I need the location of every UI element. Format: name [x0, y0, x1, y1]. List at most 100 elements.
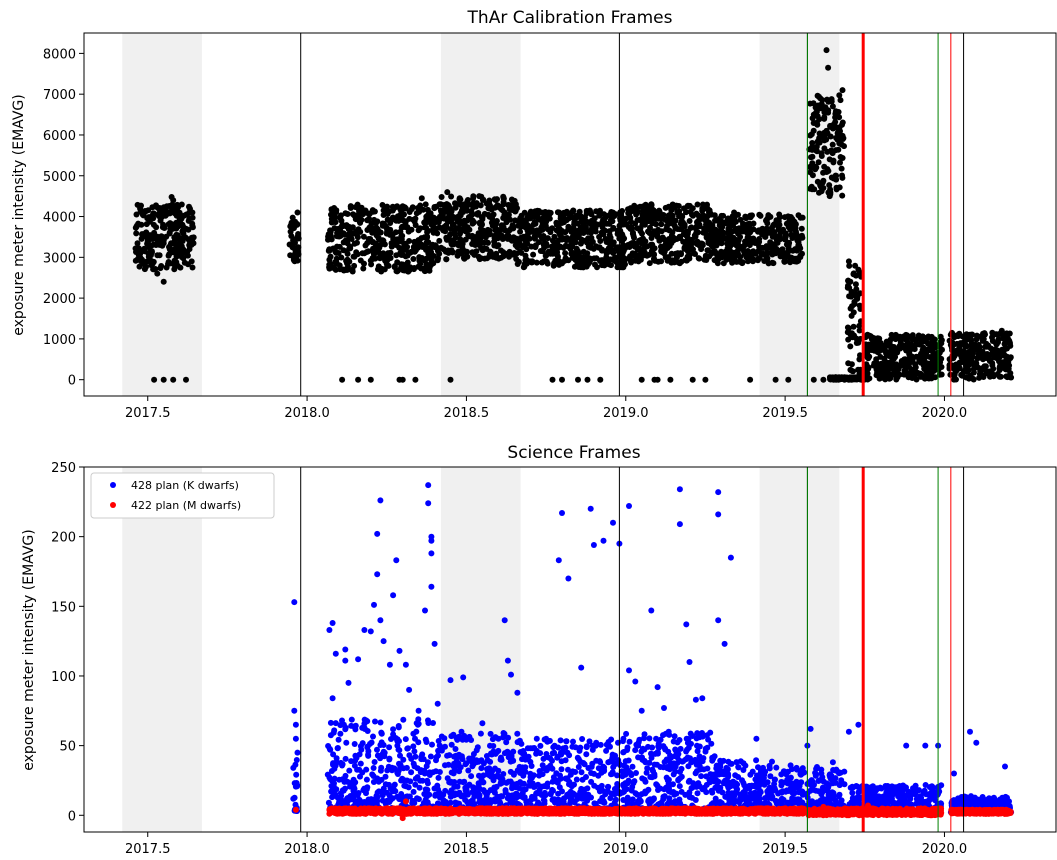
data-point — [435, 255, 442, 262]
data-point — [683, 735, 690, 742]
data-point — [916, 357, 923, 364]
data-point — [849, 303, 855, 310]
data-point — [829, 150, 836, 157]
data-point — [136, 263, 143, 270]
data-point — [648, 235, 655, 241]
data-point — [456, 778, 463, 785]
data-point — [578, 769, 585, 776]
data-point — [464, 217, 471, 224]
data-point — [795, 212, 802, 219]
data-point — [671, 733, 678, 740]
data-point — [605, 743, 612, 750]
data-point — [140, 261, 147, 267]
data-point — [489, 736, 496, 743]
data-point — [152, 203, 159, 210]
data-point — [549, 765, 556, 772]
data-point — [727, 249, 734, 256]
data-point — [469, 241, 476, 247]
data-point — [651, 228, 658, 235]
data-point — [544, 783, 551, 790]
data-point — [163, 203, 170, 210]
data-point — [408, 206, 415, 213]
data-point — [473, 747, 480, 754]
data-point — [785, 221, 792, 228]
data-point — [452, 204, 459, 211]
data-point — [340, 247, 347, 254]
data-point — [646, 735, 653, 742]
data-point — [993, 355, 1000, 361]
data-point — [477, 202, 484, 209]
data-point — [527, 770, 534, 777]
data-point — [464, 253, 470, 260]
data-point — [983, 342, 990, 349]
data-point — [559, 788, 565, 795]
data-point — [883, 338, 890, 345]
data-point — [351, 253, 358, 260]
data-point — [685, 763, 692, 770]
data-point — [694, 201, 701, 208]
data-point — [589, 760, 596, 767]
data-point — [328, 236, 335, 243]
data-point — [687, 730, 694, 737]
data-point — [921, 337, 928, 344]
data-point — [567, 797, 574, 804]
data-point — [808, 154, 814, 161]
data-point — [399, 376, 406, 383]
data-point — [904, 338, 911, 345]
data-point — [329, 217, 336, 224]
data-point — [557, 213, 564, 220]
data-point — [438, 747, 445, 754]
data-point — [485, 239, 491, 246]
data-point — [440, 797, 447, 804]
data-point — [415, 263, 422, 270]
data-point — [468, 773, 475, 780]
data-point — [414, 774, 421, 781]
data-point — [370, 733, 376, 740]
data-point — [577, 240, 584, 247]
data-point — [703, 221, 709, 228]
data-point — [395, 267, 402, 274]
data-point — [374, 746, 380, 753]
data-point — [134, 240, 141, 247]
data-point — [661, 786, 668, 793]
data-point — [442, 202, 448, 209]
y-tick-label: 8000 — [43, 47, 76, 62]
data-point — [688, 740, 694, 747]
data-point — [367, 223, 374, 230]
data-point — [584, 254, 591, 261]
data-point — [599, 257, 606, 264]
data-point — [512, 207, 519, 214]
data-point — [378, 730, 385, 737]
data-point — [151, 266, 158, 273]
data-point — [448, 733, 455, 740]
data-point — [380, 748, 387, 755]
data-point — [344, 250, 351, 257]
data-point — [845, 376, 852, 383]
data-point — [422, 201, 429, 208]
data-point — [377, 719, 384, 726]
data-point — [839, 119, 846, 126]
data-point — [188, 234, 195, 241]
data-point — [665, 243, 672, 250]
data-point — [658, 228, 665, 235]
data-point — [410, 266, 417, 273]
data-point — [144, 238, 151, 244]
data-point — [637, 246, 644, 253]
data-point — [622, 215, 629, 222]
data-point — [670, 771, 677, 778]
data-point — [959, 372, 966, 379]
data-point — [423, 239, 430, 246]
data-point — [770, 260, 777, 267]
data-point — [437, 207, 444, 214]
data-point — [698, 773, 705, 780]
data-point — [401, 267, 408, 274]
data-point — [133, 211, 140, 218]
data-point — [147, 252, 154, 259]
data-point — [566, 215, 573, 222]
data-point — [451, 783, 458, 790]
data-point — [633, 770, 639, 776]
data-point — [361, 250, 368, 257]
data-point — [450, 221, 457, 228]
data-point — [579, 736, 586, 742]
data-point — [712, 249, 719, 256]
